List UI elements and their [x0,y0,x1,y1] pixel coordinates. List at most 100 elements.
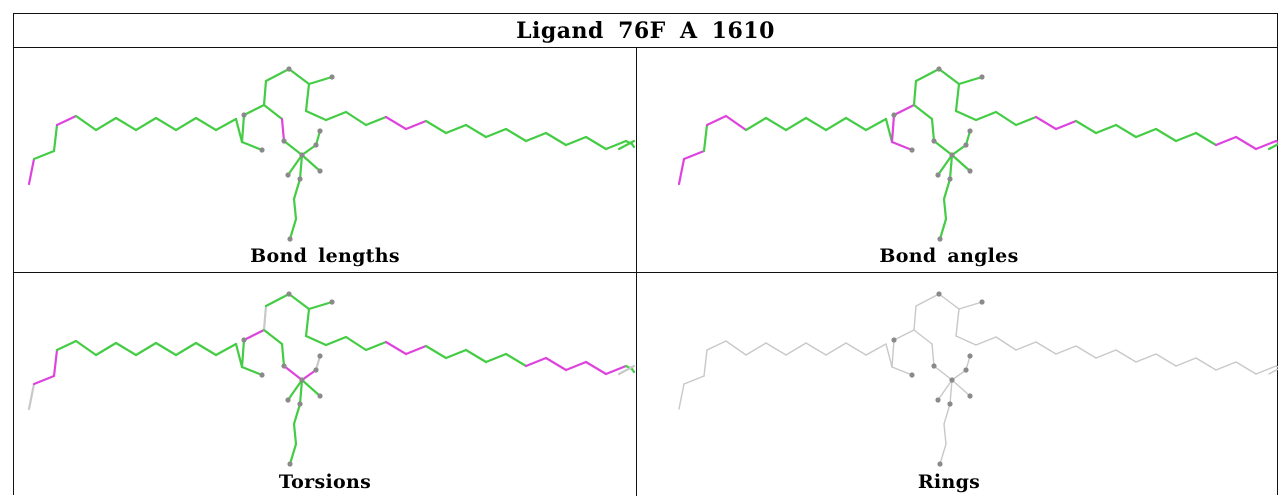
bond-c11 [484,127,508,139]
bond-c4 [994,110,1018,127]
bond-c12 [1154,127,1178,143]
atom-marker [937,461,943,467]
bond-d2 [280,117,286,143]
bond-c23 [617,139,636,151]
atom-marker [287,461,293,467]
bond-a10 [825,342,847,356]
bond-a9 [154,116,178,132]
atom-marker [967,128,973,134]
bond-c1 [304,82,311,113]
atom-marker [317,393,323,399]
bond-c19 [630,367,636,374]
bond-a1 [677,157,686,186]
atom-marker [241,112,247,118]
ligand-report-table: Ligand 76F A 1610 Bond lengths Bond angl… [13,13,1278,496]
bond-a17 [912,79,918,107]
bond-a16 [242,103,266,117]
atom-marker [963,142,969,148]
bond-d3 [282,139,304,157]
bond-c16 [584,360,608,376]
bond-a6 [744,116,768,132]
bond-a16 [242,328,266,342]
bond-c8 [1075,345,1097,359]
bond-a3 [703,349,708,377]
molecule-2d-torsions [27,291,636,467]
atom-marker [937,236,943,242]
bond-a4 [705,114,728,127]
bond-d6 [286,153,304,177]
bond-d3 [932,139,954,157]
bond-a2 [32,149,56,161]
bond-a9 [154,341,178,357]
bond-d1 [913,329,933,345]
molecule-2d-bond-lengths [27,66,636,242]
bond-c10 [1115,349,1137,363]
bond-c13 [1174,131,1198,143]
atom-marker [241,337,247,343]
bond-c18 [1275,365,1278,368]
bond-c16 [1235,361,1257,375]
atom-marker [281,138,287,144]
bond-d2 [930,117,936,143]
bond-d7 [948,153,954,181]
atom-marker [285,172,291,178]
bond-c17 [1254,139,1278,151]
row-divider [14,272,1277,273]
bond-d6 [286,378,304,402]
bond-c9 [444,123,468,135]
bond-a7 [114,116,138,132]
atom-marker [299,377,305,383]
bond-a6 [94,116,118,132]
bond-c10 [464,123,488,139]
bond-a11 [194,341,218,357]
bond-d10 [939,443,947,465]
bond-a7 [114,341,138,357]
molecule-2d-bond-angles [677,66,1278,242]
atom-marker [259,372,265,378]
bond-c14 [544,131,568,147]
bond-c18 [1274,139,1278,144]
bond-c10 [1114,123,1138,139]
bond-c8 [424,119,448,135]
panel-torsions: Torsions [14,274,636,496]
atom-marker [891,337,897,343]
atom-marker [299,152,305,158]
bond-d3 [933,365,953,381]
bond-a15 [240,338,246,369]
bond-c2 [954,109,978,122]
bond-d8 [943,403,951,425]
bond-a14 [240,140,264,152]
bond-a11 [844,116,868,132]
bond-a4 [55,339,78,352]
bond-c17 [1255,365,1277,375]
bond-a13 [234,342,244,369]
bond-c4 [344,335,368,352]
atom-marker [935,397,941,403]
bond-c1 [955,308,960,337]
bond-a2 [32,374,56,386]
panel-rings: Rings [638,274,1278,496]
atom-marker [259,147,265,153]
bond-a13 [234,117,244,144]
bond-c17 [604,364,628,376]
bond-a8 [784,116,808,132]
bond-c3 [324,335,348,347]
bond-d9 [292,197,298,221]
bond-c23 [1268,368,1278,375]
atom-marker [931,363,937,369]
atom-marker [317,353,323,359]
bond-c13 [524,356,548,368]
bond-a15 [891,339,895,368]
bond-a8 [134,116,158,132]
bond-a10 [174,116,198,132]
bond-d9 [943,423,947,445]
atom-marker [329,74,335,80]
bond-d9 [942,197,948,221]
bond-d2 [931,343,935,367]
atom-marker [285,397,291,403]
panel-caption: Torsions [278,471,372,493]
atom-marker [931,138,937,144]
atom-marker [909,372,915,378]
bond-a10 [174,341,198,357]
atom-marker [329,299,335,305]
